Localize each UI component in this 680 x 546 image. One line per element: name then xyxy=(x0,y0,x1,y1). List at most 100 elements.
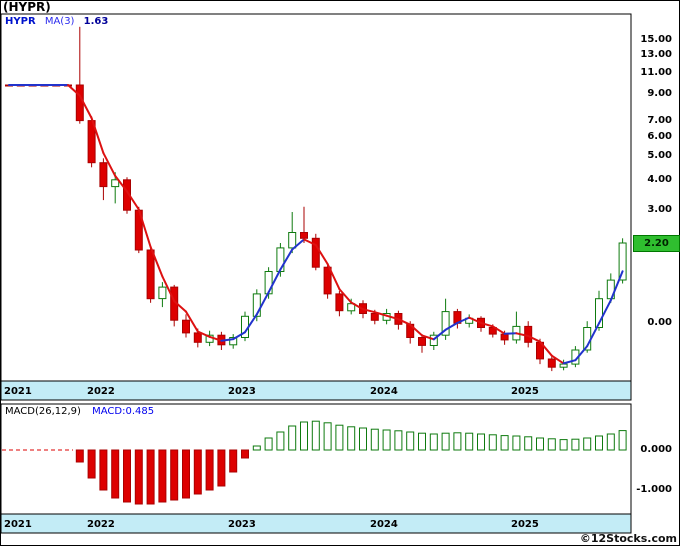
price-axis-tick: 15.00 xyxy=(640,34,672,45)
macd-bar-positive xyxy=(394,430,403,451)
ma3-line-segment xyxy=(291,238,305,251)
ma3-line-segment xyxy=(409,323,423,337)
price-axis-tick: 6.00 xyxy=(647,131,672,142)
macd-bar-positive xyxy=(453,432,462,451)
ma3-line-segment xyxy=(350,301,364,311)
macd-bar-positive xyxy=(559,439,568,451)
ma3-line-segment xyxy=(220,338,235,342)
price-axis-tick: 13.00 xyxy=(640,49,672,60)
macd-bar-positive xyxy=(429,433,438,451)
watermark: ©12Stocks.com xyxy=(579,532,677,545)
candle-bearish xyxy=(300,232,308,239)
ma3-line-segment xyxy=(149,245,164,278)
macd-bar-positive xyxy=(500,435,509,451)
macd-bar-positive xyxy=(512,435,521,451)
macd-bar-negative xyxy=(205,449,214,491)
ma3-line-segment xyxy=(480,321,494,328)
macd-bar-positive xyxy=(571,438,580,451)
year-label-top: 2024 xyxy=(370,386,398,397)
ma3-line-segment xyxy=(515,332,530,337)
macd-bar-negative xyxy=(170,449,179,501)
candle-bullish xyxy=(441,311,450,336)
macd-bar-negative xyxy=(146,449,155,505)
macd-bar-positive xyxy=(288,425,297,451)
ma3-line-segment xyxy=(373,311,388,317)
year-label-bottom: 2021 xyxy=(4,519,32,530)
year-label-bottom: 2023 xyxy=(228,519,256,530)
macd-bar-positive xyxy=(606,433,615,451)
ma3-line-segment xyxy=(362,308,376,314)
ma3-line-segment xyxy=(385,314,400,321)
ma3-line-segment xyxy=(67,84,81,97)
macd-bar-negative xyxy=(111,449,120,499)
year-label-top: 2022 xyxy=(87,386,115,397)
macd-bar-positive xyxy=(547,438,556,451)
candle-bearish xyxy=(146,249,155,300)
macd-bar-negative xyxy=(87,449,96,479)
price-axis-tick: 9.00 xyxy=(647,88,672,99)
price-axis-tick: 7.00 xyxy=(647,115,672,126)
candle-bearish xyxy=(335,293,344,312)
macd-bar-positive xyxy=(406,431,415,451)
ma3-line-segment xyxy=(468,316,482,324)
ma3-line-segment xyxy=(550,354,565,365)
ma3-line-segment xyxy=(137,208,152,248)
macd-bar-positive xyxy=(618,430,627,451)
macd-bar-negative xyxy=(158,449,167,503)
ma3-line-segment xyxy=(196,330,211,338)
macd-bar-positive xyxy=(477,433,485,451)
last-price-badge: 2.20 xyxy=(633,235,680,252)
macd-bar-negative xyxy=(123,449,131,503)
ma3-line-segment xyxy=(444,321,459,331)
ma3-line-segment xyxy=(78,94,93,120)
macd-bar-positive xyxy=(441,432,450,451)
ma-indicator-label: MA(3) xyxy=(44,16,75,27)
macd-bar-negative xyxy=(75,449,84,463)
macd-legend: MACD(26,12,9) MACD:0.485 xyxy=(5,406,154,417)
macd-bar-positive xyxy=(359,427,367,451)
ma3-line-segment xyxy=(126,190,140,211)
price-axis-tick: 3.00 xyxy=(647,204,672,215)
candle-bearish xyxy=(182,319,190,334)
year-label-bottom: 2025 xyxy=(511,519,539,530)
year-label-top: 2023 xyxy=(228,386,256,397)
macd-bar-negative xyxy=(229,449,238,473)
ma3-line-segment xyxy=(303,238,317,246)
candle-bearish xyxy=(193,332,202,343)
ma3-line-segment xyxy=(456,316,471,324)
ma3-line-segment xyxy=(574,345,589,362)
main-plot-area xyxy=(0,13,632,382)
macd-bar-positive xyxy=(524,436,533,451)
macd-bar-positive xyxy=(382,429,391,451)
candle-bullish xyxy=(595,298,603,329)
macd-bar-negative xyxy=(134,449,143,505)
ma3-line-segment xyxy=(527,335,541,343)
macd-bar-positive xyxy=(264,437,273,451)
candle-bullish xyxy=(111,179,120,188)
candle-bullish xyxy=(618,242,627,281)
year-label-top: 2021 xyxy=(4,386,32,397)
macd-bar-positive xyxy=(465,432,474,451)
macd-bar-negative xyxy=(193,449,202,495)
ma3-line-segment xyxy=(279,248,294,271)
candle-bearish xyxy=(323,266,332,295)
ma3-line-segment xyxy=(267,268,282,294)
macd-indicator-value: MACD:0.485 xyxy=(92,406,155,417)
ma3-line-segment xyxy=(397,318,412,326)
ma3-line-segment xyxy=(598,299,612,325)
macd-axis-tick: 0.000 xyxy=(640,444,672,455)
ma3-line-segment xyxy=(185,310,199,333)
candle-bullish xyxy=(288,232,297,249)
macd-bar-positive xyxy=(276,431,285,451)
ma3-line-segment xyxy=(244,313,258,334)
candle-bearish xyxy=(311,237,320,268)
macd-bar-negative xyxy=(217,449,226,487)
macd-bar-negative xyxy=(241,449,249,459)
candle-bullish xyxy=(158,286,167,300)
year-label-bottom: 2022 xyxy=(87,519,115,530)
candle-bearish xyxy=(370,313,379,321)
macd-axis-tick: -1.000 xyxy=(636,484,672,495)
ma3-line-segment xyxy=(609,270,624,302)
